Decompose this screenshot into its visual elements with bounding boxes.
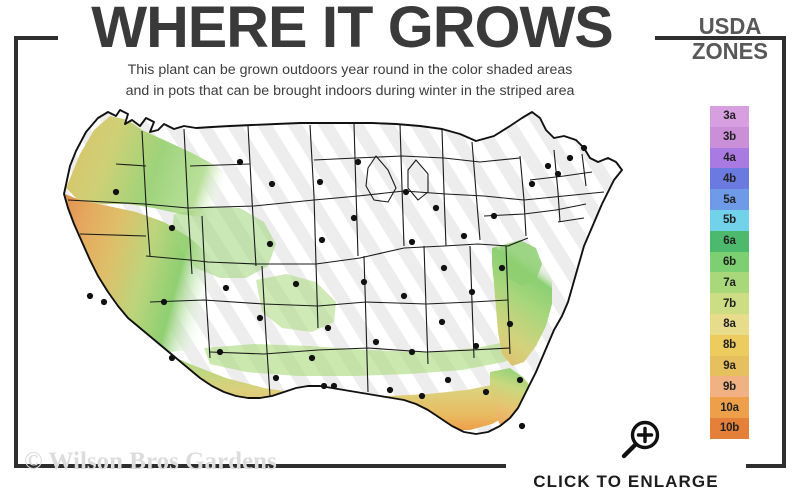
legend-swatch-10b: 10b (710, 417, 749, 439)
legend-swatch-8b: 8b (710, 334, 749, 356)
watermark: © Wilson Bros Gardens (24, 448, 277, 475)
subtitle-line-2: and in pots that can be brought indoors … (125, 83, 575, 100)
legend-swatch-7a: 7a (710, 272, 749, 294)
legend-heading: USDA ZONES (674, 14, 785, 64)
map-color-shaded-region (64, 116, 552, 434)
frame-bottom-left-border (14, 464, 506, 468)
legend-swatch-9a: 9a (710, 355, 749, 377)
legend-heading-line-1: USDA (698, 13, 762, 39)
legend-swatch-4a: 4a (710, 147, 749, 169)
legend-swatch-4b: 4b (710, 168, 749, 190)
state-capital-dots (86, 144, 588, 430)
frame-top-right-border (655, 36, 786, 40)
magnifier-plus-icon[interactable] (616, 418, 664, 462)
legend-swatch-3a: 3a (710, 106, 749, 127)
click-to-enlarge-label[interactable]: CLICK TO ENLARGE (533, 472, 719, 491)
frame-left-border (14, 36, 18, 468)
legend-swatch-3b: 3b (710, 126, 749, 148)
legend-swatch-10a: 10a (710, 397, 749, 418)
legend-swatch-8a: 8a (710, 313, 749, 335)
frame-top-left-border (14, 36, 58, 40)
page-title: WHERE IT GROWS (91, 0, 613, 60)
legend-swatch-7b: 7b (710, 293, 749, 314)
legend-heading-line-2: ZONES (691, 37, 769, 64)
frame-bottom-right-border (746, 464, 786, 468)
legend-swatch-5a: 5a (710, 189, 749, 210)
page-subtitle: This plant can be grown outdoors year ro… (40, 60, 660, 102)
frame-right-border (782, 36, 786, 468)
legend-swatch-5b: 5b (710, 209, 749, 231)
usa-national-outline (63, 109, 623, 435)
subtitle-line-1: This plant can be grown outdoors year ro… (127, 62, 573, 78)
legend-swatch-6a: 6a (710, 230, 749, 252)
usa-hardiness-map[interactable] (24, 96, 684, 466)
usda-zone-legend: 3a 3b 4a 4b 5a 5b 6a 6b 7a 7b 8a 8b 9a 9b 10a 10b (710, 106, 749, 439)
legend-swatch-6b: 6b (710, 251, 749, 273)
state-boundaries (67, 123, 605, 397)
legend-swatch-9b: 9b (710, 376, 749, 398)
